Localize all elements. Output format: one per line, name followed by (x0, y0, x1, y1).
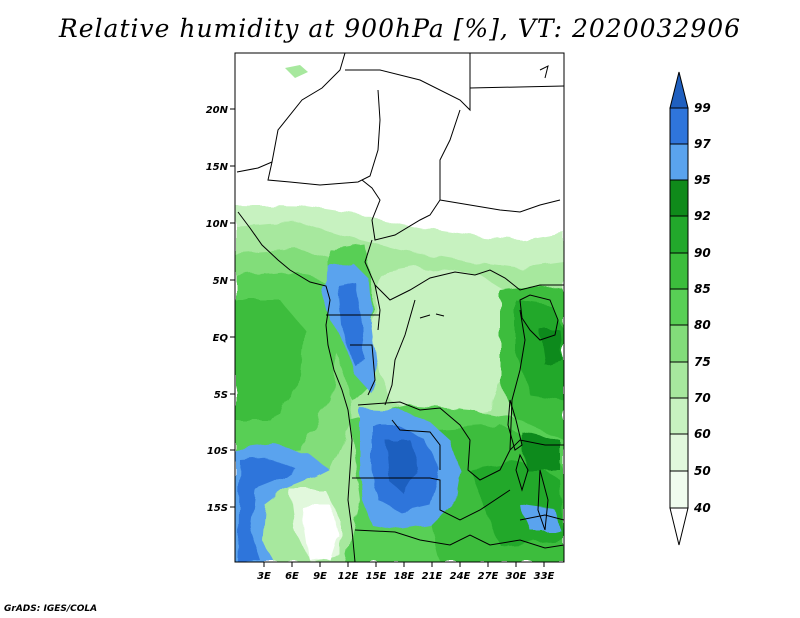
colorbar-label: 85 (694, 282, 711, 296)
latitude-axis: 20N 15N 10N 5N EQ 5S 10S 15S (206, 105, 235, 514)
lat-tick-label: EQ (213, 333, 229, 344)
lat-tick-label: 20N (206, 105, 229, 116)
colorbar-segment (669, 179, 689, 217)
page-title: Relative humidity at 900hPa [%], VT: 202… (58, 14, 742, 43)
colorbar-label: 97 (694, 137, 711, 151)
country-borders (236, 53, 564, 562)
colorbar-segment (669, 107, 689, 145)
colorbar-segment (669, 507, 689, 546)
map-frame (234, 52, 565, 563)
lat-tick-label: 10S (207, 446, 228, 457)
lat-tick-label: 15N (206, 162, 229, 173)
lon-tick-label: 30E (506, 571, 527, 582)
lon-tick-label: 18E (394, 571, 415, 582)
colorbar-label: 40 (693, 501, 711, 515)
colorbar-label: 92 (694, 209, 711, 223)
colorbar-segment (669, 252, 689, 290)
lon-tick-label: 3E (257, 571, 271, 582)
colorbar-labels: 99 97 95 92 90 85 80 75 70 60 50 40 (693, 101, 711, 515)
lat-tick-label: 5S (214, 390, 228, 401)
colorbar-segment (669, 397, 689, 435)
colorbar-label: 95 (694, 173, 711, 187)
humidity-field (235, 53, 564, 562)
lat-tick-label: 5N (213, 276, 229, 287)
lon-tick-label: 15E (366, 571, 387, 582)
colorbar-label: 99 (694, 101, 711, 115)
colorbar-label: 90 (694, 246, 711, 260)
lon-tick-label: 12E (338, 571, 359, 582)
colorbar-label: 80 (694, 318, 711, 332)
lon-tick-label: 6E (285, 571, 299, 582)
colorbar-label: 50 (694, 464, 711, 478)
lat-tick-label: 10N (206, 219, 229, 230)
lon-tick-label: 24E (450, 571, 471, 582)
lat-tick-label: 15S (207, 503, 228, 514)
longitude-axis: 3E 6E 9E 12E 15E 18E 21E 24E 27E 30E 33E (257, 562, 555, 582)
colorbar-label: 75 (694, 355, 711, 369)
colorbar-segment (669, 361, 689, 399)
colorbar-segment (669, 470, 689, 509)
colorbar-segment (669, 215, 689, 254)
colorbar-segment (669, 433, 689, 472)
colorbar (669, 71, 689, 546)
lon-tick-label: 33E (534, 571, 555, 582)
colorbar-label: 70 (694, 391, 711, 405)
grads-credit: GrADS: IGES/COLA (4, 604, 98, 614)
lon-tick-label: 9E (313, 571, 327, 582)
colorbar-segment (669, 143, 689, 181)
lon-tick-label: 21E (422, 571, 443, 582)
colorbar-segment (669, 288, 689, 326)
lon-tick-label: 27E (478, 571, 499, 582)
colorbar-label: 60 (694, 427, 711, 441)
colorbar-segment (669, 71, 689, 109)
colorbar-segment (669, 324, 689, 363)
